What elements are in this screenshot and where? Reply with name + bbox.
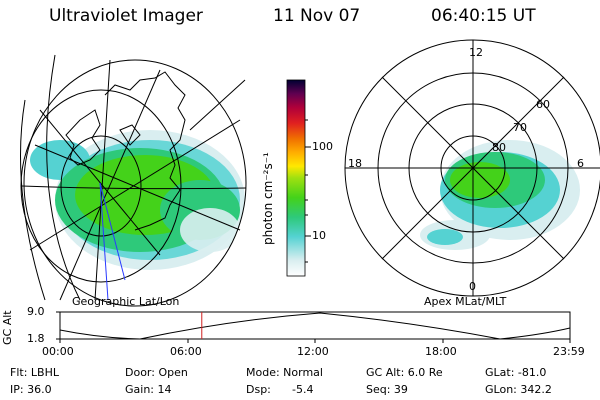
geo-blue-lines bbox=[99, 182, 126, 301]
colorbar-tick-10: 10 bbox=[312, 229, 326, 242]
geo-grid bbox=[20, 54, 247, 307]
colorbar-tick-100: 100 bbox=[312, 140, 333, 153]
altitude-ytick-top: 9.0 bbox=[27, 305, 45, 318]
coastline bbox=[65, 71, 186, 231]
polar-grid bbox=[344, 39, 600, 297]
mlt-label-12: 12 bbox=[469, 46, 483, 59]
info-seq: Seq: 39 bbox=[366, 383, 408, 396]
altitude-curve bbox=[59, 312, 571, 340]
altitude-xtick-4: 23:59 bbox=[553, 345, 585, 358]
lat-label-60: 60 bbox=[536, 98, 550, 111]
altitude-plot-frame bbox=[59, 311, 571, 340]
altitude-ytick-bottom: 1.8 bbox=[27, 332, 45, 345]
info-ip: IP: 36.0 bbox=[10, 383, 52, 396]
polar-plot-label: Apex MLat/MLT bbox=[424, 295, 507, 308]
info-dsp-value: -5.4 bbox=[292, 383, 314, 396]
geo-map-label: Geographic Lat/Lon bbox=[72, 295, 180, 308]
info-door: Door: Open bbox=[125, 366, 188, 379]
altitude-xtick-2: 12:00 bbox=[297, 345, 329, 358]
instrument-title: Ultraviolet Imager bbox=[49, 6, 203, 26]
colorbar-label: photon cm⁻²s⁻¹ bbox=[261, 152, 275, 245]
info-filter: Flt: LBHL bbox=[10, 366, 59, 379]
info-gc-alt: GC Alt: 6.0 Re bbox=[366, 366, 443, 379]
lat-label-70: 70 bbox=[513, 121, 527, 134]
altitude-ylabel: GC Alt bbox=[1, 310, 14, 345]
mlt-label-6: 6 bbox=[577, 157, 584, 170]
lat-label-80: 80 bbox=[492, 141, 506, 154]
info-glon: GLon: 342.2 bbox=[485, 383, 552, 396]
colorbar-ticks bbox=[305, 119, 311, 263]
info-dsp-label: Dsp: bbox=[246, 383, 271, 396]
altitude-xtick-0: 00:00 bbox=[42, 345, 74, 358]
info-glat: GLat: -81.0 bbox=[485, 366, 547, 379]
info-gain: Gain: 14 bbox=[125, 383, 172, 396]
observation-date: 11 Nov 07 bbox=[273, 6, 361, 26]
colorbar bbox=[286, 79, 306, 277]
altitude-xtick-3: 18:00 bbox=[425, 345, 457, 358]
altitude-ticks bbox=[56, 311, 571, 343]
mlt-label-18: 18 bbox=[348, 157, 362, 170]
altitude-xtick-1: 06:00 bbox=[170, 345, 202, 358]
mlt-label-0: 0 bbox=[469, 280, 476, 293]
info-mode: Mode: Normal bbox=[246, 366, 323, 379]
observation-time: 06:40:15 UT bbox=[431, 6, 536, 26]
